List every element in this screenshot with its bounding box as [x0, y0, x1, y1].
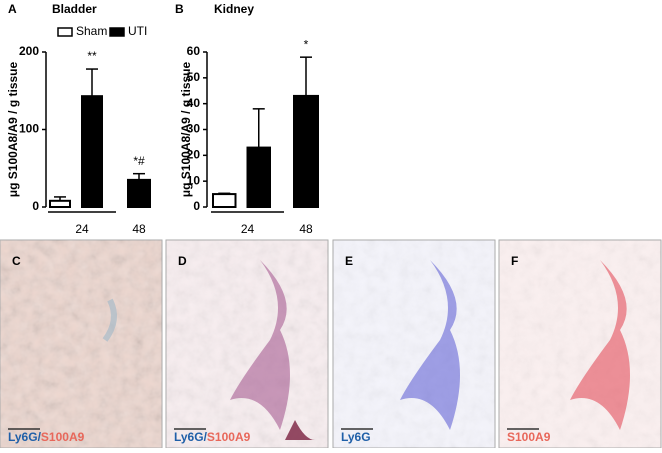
legend-label: UTI [128, 24, 147, 38]
x-tick-label: 24 [75, 222, 89, 236]
caption-part: S100A9 [507, 430, 551, 444]
legend-label: Sham [76, 24, 107, 38]
y-axis-label: μg S100A8/A9 / g tissue [179, 61, 193, 197]
y-tick-label: 50 [187, 70, 201, 84]
legend-swatch [109, 27, 125, 37]
caption-part: Ly6G [8, 430, 38, 444]
caption: Ly6G/S100A9 [8, 430, 85, 444]
bar [81, 95, 103, 208]
bar [49, 199, 71, 209]
caption-part: S100A9 [207, 430, 251, 444]
caption-part: / [38, 430, 42, 444]
stain [285, 420, 315, 440]
caption-part: Ly6G [174, 430, 204, 444]
panel-label: C [12, 254, 21, 268]
bar [127, 178, 151, 208]
panel-label: D [178, 254, 187, 268]
chart-title: Bladder [52, 2, 97, 16]
annotation: ** [87, 49, 97, 63]
caption-part: Ly6G [341, 430, 371, 444]
image-panels [0, 239, 662, 449]
caption-part: S100A9 [41, 430, 85, 444]
stain [400, 260, 460, 430]
caption-part: / [204, 430, 208, 444]
stain [102, 298, 117, 342]
stain [230, 260, 290, 430]
caption: Ly6G/S100A9 [174, 430, 251, 444]
texture [499, 240, 661, 448]
y-tick-label: 40 [187, 96, 201, 110]
x-tick-label: 48 [132, 222, 146, 236]
caption: S100A9 [507, 430, 551, 444]
bar [212, 193, 237, 208]
texture [333, 240, 495, 448]
bar [246, 146, 271, 208]
y-tick-label: 100 [19, 122, 39, 136]
x-tick-label: 48 [299, 222, 313, 236]
y-tick-label: 200 [19, 44, 39, 58]
panel-label: A [8, 2, 17, 16]
y-tick-label: 20 [187, 148, 201, 162]
x-tick-label: 24 [241, 222, 255, 236]
legend-swatch [57, 27, 73, 37]
annotation: *# [133, 154, 145, 168]
y-tick-label: 10 [187, 173, 201, 187]
texture [166, 240, 328, 448]
annotation: * [304, 37, 309, 51]
chart-title: Kidney [214, 2, 254, 16]
texture [0, 240, 162, 448]
panel-label: F [511, 254, 518, 268]
bar [293, 94, 319, 208]
y-tick-label: 0 [32, 199, 39, 213]
stain [570, 260, 630, 430]
y-axis-label: μg S100A8/A9 / g tissue [6, 61, 20, 197]
y-tick-label: 60 [187, 44, 201, 58]
y-tick-label: 0 [193, 199, 200, 213]
y-tick-label: 30 [187, 122, 201, 136]
panel-label: E [345, 254, 353, 268]
panel-label: B [175, 2, 184, 16]
caption: Ly6G [341, 430, 371, 444]
